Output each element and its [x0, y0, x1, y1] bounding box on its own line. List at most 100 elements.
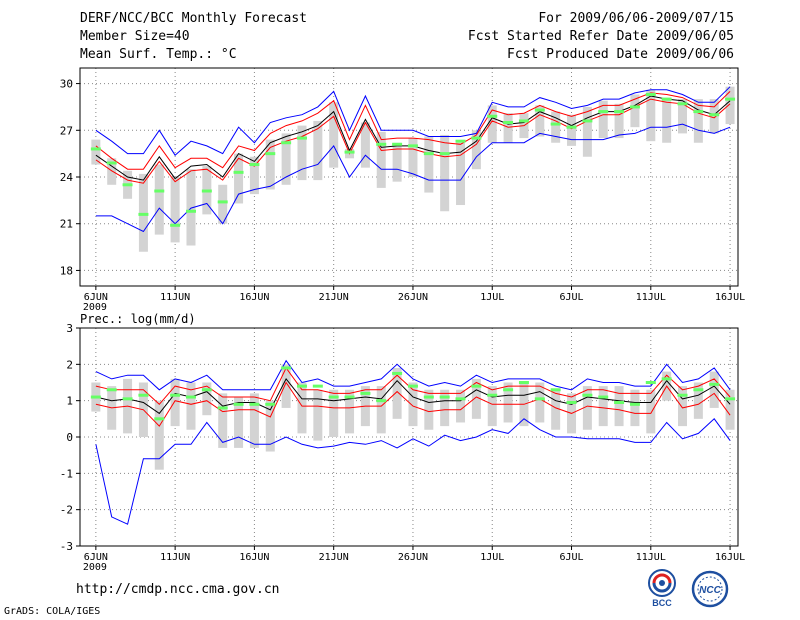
spread-bar: [234, 153, 244, 204]
spread-bar: [567, 114, 577, 146]
spread-bar: [186, 169, 196, 246]
series-line-max: [95, 359, 731, 391]
spread-bar: [170, 378, 180, 427]
year-label: 2009: [83, 302, 107, 313]
spread-bar: [249, 393, 259, 448]
x-tick-label: 1JUL: [480, 292, 504, 303]
x-tick-label: 26JUN: [398, 292, 428, 303]
grads-credit: GrADS: COLA/IGES: [4, 606, 101, 617]
ncc-logo-text: NCC: [699, 585, 721, 596]
spread-bar: [725, 86, 735, 125]
spread-bar: [440, 389, 450, 427]
x-tick-label: 21JUN: [319, 292, 349, 303]
spread-bar: [693, 99, 703, 143]
x-tick-label: 16JUL: [715, 292, 745, 303]
spread-bar: [471, 378, 481, 419]
spread-bar: [376, 131, 386, 188]
precip-title: Prec.: log(mm/d): [80, 312, 196, 326]
spread-bar: [218, 393, 228, 448]
spread-bar: [693, 382, 703, 419]
spread-bar: [234, 397, 244, 448]
spread-bar: [614, 103, 624, 139]
spread-bar: [456, 142, 466, 206]
y-tick-label: -2: [60, 504, 73, 517]
series-line-min: [95, 123, 731, 233]
y-tick-label: 18: [60, 264, 73, 277]
spread-bar: [678, 386, 688, 427]
spread-bar: [678, 99, 688, 134]
spread-bar: [487, 105, 497, 143]
spread-bar: [424, 389, 434, 430]
variable-label: Mean Surf. Temp.: °C: [80, 47, 237, 62]
x-tick-label: 11JUL: [636, 292, 666, 303]
x-tick-label: 16JUL: [715, 552, 745, 563]
spread-bar: [313, 120, 323, 181]
spread-bar: [91, 139, 101, 165]
y-tick-label: 24: [60, 171, 74, 184]
spread-bar: [424, 136, 434, 193]
spread-bar: [265, 400, 275, 452]
forecast-range: For 2009/06/06-2009/07/15: [538, 11, 734, 26]
spread-bar: [582, 386, 592, 430]
spread-bar: [154, 400, 164, 470]
series-line-upper: [95, 91, 731, 170]
series-line-min: [95, 418, 731, 525]
x-tick-label: 16JUN: [239, 552, 269, 563]
chart-panel-2: -3 -2 -1 0 1 2 3 6JUN 11JUN 16JUN 21JUN 26JUN 1JUL 6J…: [60, 312, 745, 573]
x-tick-label: 21JUN: [319, 552, 349, 563]
spread-bar: [551, 389, 561, 430]
spread-bar: [218, 184, 228, 224]
spread-bar: [598, 100, 608, 139]
y-tick-label: 30: [60, 78, 73, 91]
spread-bar: [202, 382, 212, 416]
bcc-logo-text: BCC: [652, 598, 672, 608]
bcc-logo: BCC: [648, 569, 676, 608]
spread-bar: [662, 97, 672, 143]
spread-bar: [313, 389, 323, 441]
spread-bar: [249, 156, 259, 195]
spread-bar: [503, 382, 513, 423]
spread-bar: [630, 389, 640, 427]
y-tick-label: 1: [66, 395, 73, 408]
y-tick-label: 27: [60, 124, 73, 137]
spread-bar: [170, 177, 180, 243]
x-tick-label: 11JUL: [636, 552, 666, 563]
spread-bar: [646, 89, 656, 142]
x-tick-label: 11JUN: [160, 552, 190, 563]
spread-bar: [440, 134, 450, 212]
spread-bar: [709, 99, 719, 134]
x-tick-label: 11JUN: [160, 292, 190, 303]
y-tick-label: 3: [66, 322, 73, 335]
chart-title: DERF/NCC/BCC Monthly Forecast: [80, 11, 307, 26]
spread-bar: [329, 102, 339, 168]
y-tick-label: 0: [66, 431, 73, 444]
spread-bar: [709, 371, 719, 408]
source-url[interactable]: http://cmdp.ncc.cma.gov.cn: [76, 582, 280, 597]
spread-bar: [598, 386, 608, 427]
y-tick-label: -1: [60, 467, 73, 480]
x-tick-label: 1JUL: [480, 552, 504, 563]
spread-bar: [329, 389, 339, 437]
spread-bar: [154, 164, 164, 235]
x-tick-label: 6JUN: [84, 552, 108, 563]
x-tick-label: 6JUN: [84, 292, 108, 303]
x-tick-label: 6JUL: [559, 552, 583, 563]
spread-bar: [392, 367, 402, 419]
series-line-mean: [95, 377, 731, 415]
spread-bar: [614, 386, 624, 427]
ncc-logo: NCC: [691, 570, 729, 608]
spread-bar: [360, 122, 370, 168]
spread-bar: [297, 382, 307, 434]
spread-bar: [186, 382, 196, 430]
spread-bar: [408, 382, 418, 427]
spread-bar: [376, 386, 386, 434]
spread-bar: [582, 106, 592, 157]
spread-bar: [487, 386, 497, 427]
spread-bar: [535, 382, 545, 423]
spread-bar: [471, 130, 481, 170]
spread-bar: [725, 389, 735, 430]
spread-bar: [392, 142, 402, 182]
x-tick-label: 6JUL: [559, 292, 583, 303]
x-tick-label: 26JUN: [398, 552, 428, 563]
